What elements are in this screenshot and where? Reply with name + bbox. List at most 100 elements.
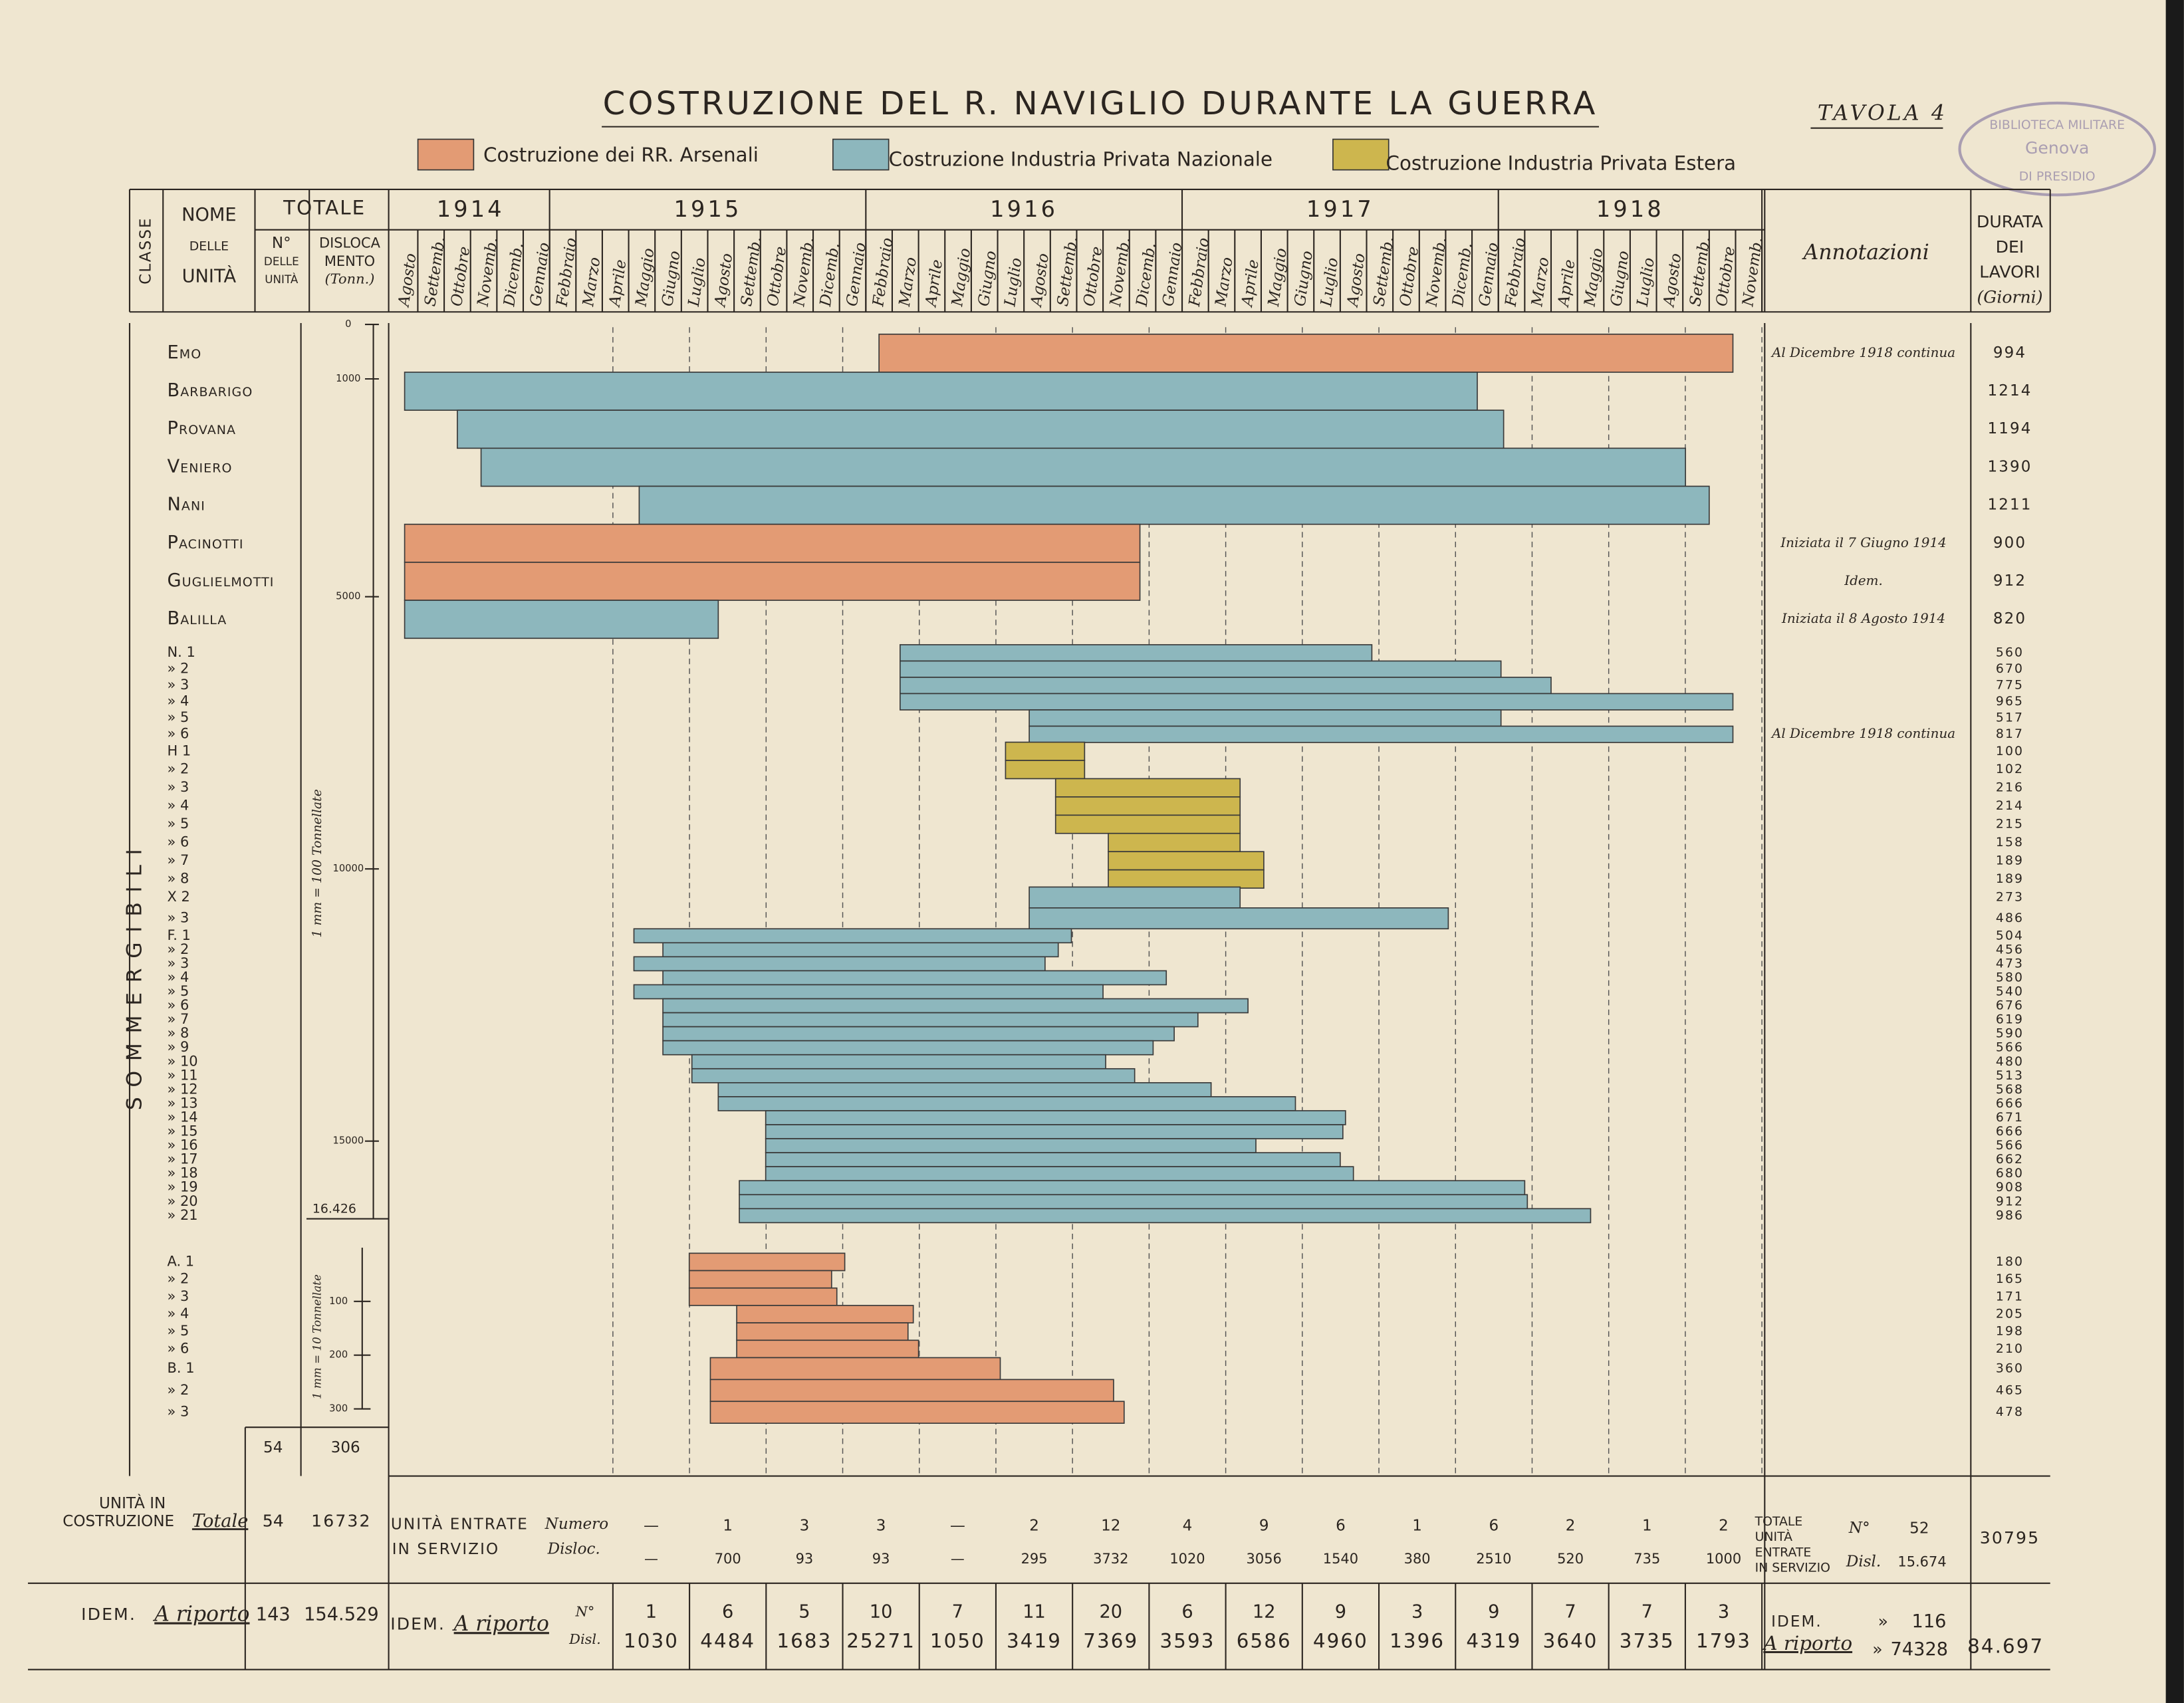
row-label: » 2 — [168, 761, 189, 777]
header: (Tonn.) — [324, 271, 374, 287]
table-label: Numero — [545, 1516, 608, 1533]
row-label: » 3 — [168, 1404, 189, 1420]
duration: 566 — [1996, 1041, 2024, 1055]
table-label: A riporto — [152, 1603, 249, 1627]
row-label: » 8 — [168, 870, 189, 886]
duration: 171 — [1996, 1290, 2024, 1304]
row-label: Nani — [168, 495, 205, 515]
ruler-note: 1 mm = 10 Tonnellate — [310, 1274, 323, 1399]
year-label: 1916 — [990, 196, 1058, 222]
duration: 566 — [1996, 1139, 2024, 1153]
carried-number: 10 — [870, 1601, 893, 1622]
stamp-ring — [1958, 101, 2156, 197]
bar — [633, 956, 1046, 972]
header: DELLE — [189, 239, 229, 253]
row-label: » 5 — [168, 816, 189, 832]
row-label: » 16 — [168, 1137, 198, 1153]
service-number: 1 — [1412, 1517, 1422, 1534]
header: UNITÀ — [265, 272, 299, 286]
carried-disloc: 7369 — [1083, 1629, 1138, 1652]
header: DISLOCA — [319, 235, 381, 251]
bar — [1108, 832, 1241, 853]
duration: 680 — [1996, 1167, 2024, 1181]
row-label: » 3 — [168, 910, 189, 926]
duration: 180 — [1996, 1255, 2024, 1269]
duration: 994 — [1993, 344, 2026, 362]
carried-number: 12 — [1253, 1601, 1276, 1622]
duration: 900 — [1993, 534, 2026, 552]
carried-disloc: 4960 — [1313, 1629, 1368, 1652]
service-number: — — [950, 1517, 965, 1534]
table-value: 16732 — [311, 1512, 371, 1531]
row-label: Emo — [168, 342, 202, 363]
bar — [1108, 851, 1265, 871]
bar — [1029, 709, 1502, 727]
year-label: 1917 — [1306, 196, 1374, 222]
row-label: » 9 — [168, 1039, 189, 1055]
row-label: » 7 — [168, 1011, 189, 1027]
row-label: » 15 — [168, 1123, 198, 1139]
row-label: » 3 — [168, 1288, 189, 1304]
table-label: IDEM. — [1771, 1613, 1822, 1631]
table-label: Totale — [192, 1511, 248, 1532]
carried-number: 1 — [646, 1601, 657, 1622]
duration: 473 — [1996, 957, 2024, 970]
row-label: B. 1 — [168, 1360, 195, 1376]
bar — [662, 1040, 1154, 1056]
legend-swatch — [417, 138, 475, 171]
bar — [662, 1012, 1199, 1028]
carried-number: 11 — [1023, 1601, 1046, 1622]
row-label: » 6 — [168, 1340, 189, 1356]
service-disloc: 93 — [872, 1551, 890, 1567]
bar — [662, 1026, 1175, 1042]
header: MENTO — [324, 253, 375, 269]
row-label: Balilla — [168, 608, 227, 629]
duration: 912 — [1996, 1194, 2024, 1208]
row-label: » 14 — [168, 1109, 198, 1125]
ruler-label: 1000 — [336, 373, 360, 384]
duration: 662 — [1996, 1153, 2024, 1167]
duration: 480 — [1996, 1055, 2024, 1069]
service-disloc: 3056 — [1247, 1551, 1282, 1567]
duration: 1214 — [1988, 382, 2032, 399]
carried-number: 3 — [1411, 1601, 1423, 1622]
row-label: » 2 — [168, 1271, 189, 1287]
row-label: » 6 — [168, 997, 189, 1013]
header: UNITÀ — [182, 265, 237, 286]
table-label: » — [1872, 1639, 1882, 1658]
service-number: 2 — [1566, 1517, 1576, 1534]
table-label: IN SERVIZIO — [392, 1541, 500, 1558]
bar — [765, 1110, 1346, 1125]
bar — [1005, 760, 1086, 780]
duration: 912 — [1993, 572, 2026, 590]
table-label: Disloc. — [547, 1541, 600, 1558]
row-label: » 7 — [168, 852, 189, 868]
annotation: Iniziata il 8 Agosto 1914 — [1781, 611, 1945, 626]
table-label: » — [1878, 1611, 1888, 1631]
legend-label: Costruzione Industria Privata Estera — [1386, 152, 1737, 175]
table-label: Disl. — [568, 1631, 601, 1647]
row-label: Pacinotti — [168, 532, 244, 553]
row-label: » 12 — [168, 1081, 198, 1097]
service-number: 9 — [1259, 1517, 1269, 1534]
duration: 198 — [1996, 1325, 2024, 1339]
table-label: IN SERVIZIO — [1755, 1561, 1830, 1575]
table-label: IDEM. — [81, 1605, 136, 1624]
service-disloc: 1540 — [1323, 1551, 1358, 1567]
row-label: » 4 — [168, 1306, 189, 1321]
row-label: » 5 — [168, 709, 189, 725]
duration: 1194 — [1988, 420, 2032, 437]
edge — [2165, 0, 2184, 1703]
header: N° — [272, 235, 291, 252]
table-label: ENTRATE — [1755, 1545, 1812, 1559]
bar — [900, 677, 1552, 695]
carried-number: 6 — [1181, 1601, 1193, 1622]
bar — [662, 998, 1249, 1014]
table-value: 52 — [1909, 1520, 1929, 1537]
bar — [633, 928, 1072, 944]
legend-swatch — [1332, 138, 1390, 171]
service-disloc: 3732 — [1093, 1551, 1128, 1567]
row-label: » 18 — [168, 1165, 198, 1181]
duration: 102 — [1996, 762, 2024, 776]
row-label: » 3 — [168, 779, 189, 795]
